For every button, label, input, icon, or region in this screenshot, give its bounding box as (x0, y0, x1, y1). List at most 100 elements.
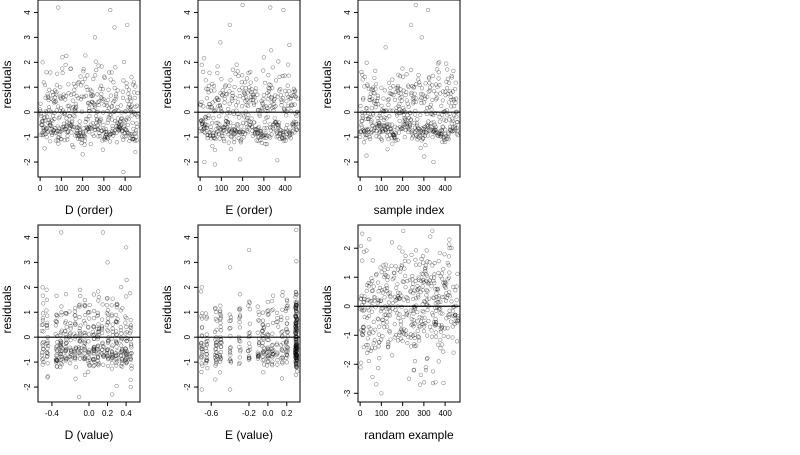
data-point (270, 351, 275, 357)
data-point (100, 317, 105, 322)
data-point (371, 330, 376, 335)
data-point (294, 325, 299, 331)
data-point (73, 316, 78, 322)
data-point (38, 111, 44, 116)
data-point (218, 303, 223, 308)
data-point (401, 315, 406, 320)
data-point (404, 121, 410, 126)
data-point (294, 356, 299, 361)
data-point (257, 312, 262, 317)
data-point (124, 339, 129, 344)
data-point (240, 130, 245, 135)
data-point (366, 280, 371, 285)
data-point (199, 356, 204, 361)
data-point (379, 306, 384, 312)
data-point (293, 350, 298, 356)
data-point (230, 91, 235, 96)
data-point (438, 346, 443, 351)
data-point (227, 89, 232, 94)
data-point (133, 149, 138, 155)
data-point (57, 130, 62, 135)
data-point (280, 289, 285, 294)
data-point (436, 131, 441, 136)
data-point (272, 104, 277, 109)
data-point (73, 321, 78, 327)
data-point (360, 231, 365, 236)
data-point (50, 128, 55, 133)
data-point (228, 265, 233, 270)
data-point (218, 359, 223, 364)
data-point (408, 308, 413, 313)
data-point (366, 126, 371, 131)
data-point (119, 361, 125, 366)
data-point (41, 339, 46, 345)
data-point (205, 365, 210, 371)
data-point (411, 317, 416, 323)
data-point (78, 334, 83, 339)
data-point (453, 312, 458, 317)
data-point (76, 133, 81, 138)
data-point (44, 313, 50, 318)
data-point (264, 133, 270, 138)
y-tick-label: 1 (343, 84, 352, 89)
data-point (425, 133, 431, 138)
data-point (99, 83, 104, 89)
data-point (436, 300, 441, 305)
data-point (44, 350, 49, 355)
data-point (364, 153, 369, 158)
data-point (214, 343, 219, 348)
data-point (420, 92, 425, 97)
data-point (244, 102, 249, 107)
data-point (381, 321, 386, 326)
data-point (52, 131, 57, 136)
data-point (402, 266, 407, 271)
data-point (109, 352, 115, 357)
data-point (48, 109, 54, 114)
data-point (231, 123, 236, 129)
data-point (361, 129, 366, 134)
data-point (427, 85, 433, 90)
data-point (218, 344, 223, 349)
data-point (202, 123, 208, 128)
data-point (293, 300, 298, 305)
data-point (259, 108, 264, 113)
data-point (86, 100, 91, 105)
data-point (237, 306, 242, 312)
data-point (270, 363, 275, 368)
data-point (285, 329, 290, 334)
data-point (264, 126, 269, 131)
data-point (359, 124, 364, 129)
data-point (103, 127, 109, 132)
data-point (73, 84, 78, 89)
data-point (366, 347, 371, 352)
data-point (218, 317, 223, 322)
data-point (277, 131, 282, 137)
data-point (86, 125, 92, 130)
data-point (368, 131, 374, 136)
data-point (293, 347, 298, 352)
data-point (115, 320, 120, 325)
data-point (92, 344, 97, 350)
data-point (400, 338, 405, 344)
data-point (261, 326, 266, 331)
data-point (250, 133, 255, 138)
data-point (294, 354, 300, 360)
data-point (419, 95, 424, 100)
data-point (128, 291, 133, 296)
data-point (107, 130, 112, 135)
data-point (246, 354, 252, 359)
data-point (419, 100, 424, 106)
data-point (101, 362, 106, 367)
data-point (387, 122, 392, 127)
data-point (372, 75, 377, 81)
data-point (454, 125, 459, 130)
data-point (91, 336, 97, 341)
data-point (73, 322, 78, 327)
data-point (285, 305, 290, 311)
data-point (203, 78, 208, 83)
data-point (128, 99, 134, 104)
data-point (72, 336, 78, 341)
data-point (204, 86, 209, 91)
data-point (129, 113, 134, 118)
data-point (80, 80, 85, 85)
